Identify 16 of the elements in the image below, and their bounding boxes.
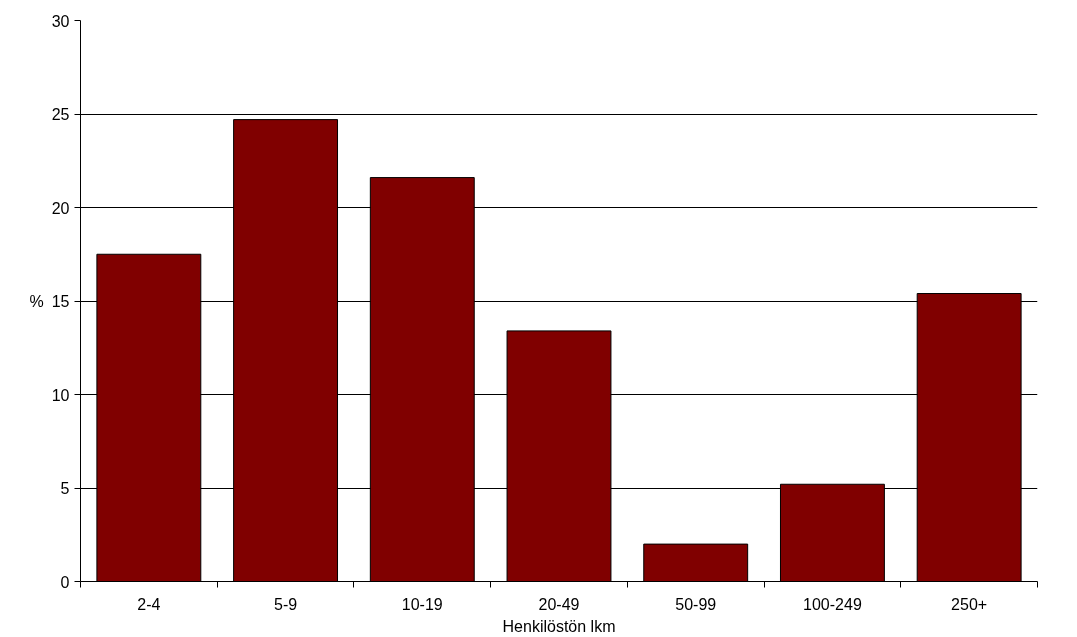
x-axis-title: Henkilöstön lkm	[502, 617, 616, 635]
x-tick-label: 5-9	[274, 595, 298, 613]
x-tick-label: 250+	[951, 595, 988, 613]
y-tick-label: 0	[60, 573, 70, 591]
x-tick-label: 50-99	[675, 595, 717, 613]
y-tick-label: 5	[60, 480, 70, 497]
x-tick-label: 20-49	[538, 595, 580, 613]
y-axis-title: %	[29, 292, 44, 310]
x-tick-label: 10-19	[401, 595, 443, 613]
y-tick-label: 10	[51, 386, 70, 404]
y-tick-label: 20	[51, 199, 70, 217]
y-tick-label: 30	[51, 12, 70, 30]
y-tick-label: 15	[51, 293, 70, 310]
x-tick-label: 100-249	[803, 595, 862, 613]
x-tick-label: 2-4	[137, 595, 161, 613]
y-tick-label: 25	[51, 106, 70, 123]
